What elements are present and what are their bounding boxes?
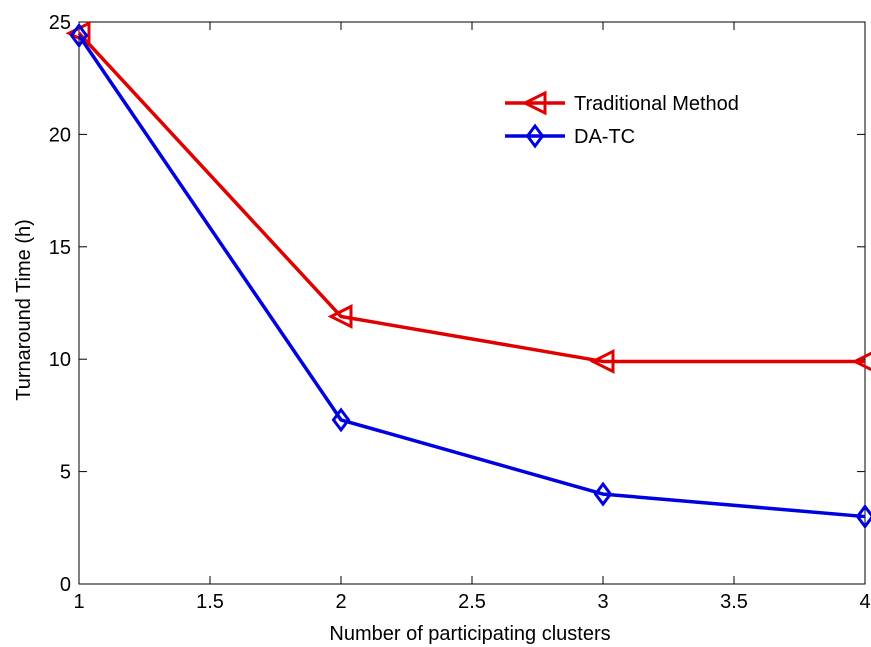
y-tick-label: 15 <box>49 237 71 259</box>
x-tick-label: 2.5 <box>458 591 486 613</box>
legend-marker <box>521 90 547 116</box>
y-axis: 0 5 10 15 20 25 <box>49 12 865 596</box>
legend: Traditional Method DA-TC <box>505 90 739 149</box>
x-tick-label: 1.5 <box>196 591 224 613</box>
legend-label: Traditional Method <box>574 93 739 115</box>
x-tick-label: 4 <box>859 591 870 613</box>
data-point <box>327 304 353 329</box>
legend-marker <box>525 123 545 149</box>
y-tick-label: 5 <box>60 462 71 484</box>
series-traditional-method <box>65 20 871 374</box>
x-axis-label: Number of participating clusters <box>329 623 610 645</box>
series-layer <box>65 20 871 530</box>
series-line <box>77 32 865 364</box>
series-da-tc <box>69 22 871 530</box>
x-tick-label: 2 <box>335 591 346 613</box>
y-tick-label: 10 <box>49 349 71 371</box>
y-tick-label: 0 <box>60 574 71 596</box>
data-point <box>593 481 613 507</box>
data-point <box>851 351 871 372</box>
data-point <box>589 349 615 374</box>
plot-frame <box>78 21 866 585</box>
legend-item: DA-TC <box>505 123 635 149</box>
plot-border <box>78 21 866 585</box>
legend-item: Traditional Method <box>505 90 739 116</box>
data-point <box>855 504 871 530</box>
data-point <box>331 407 351 433</box>
y-axis-label: Turnaround Time (h) <box>13 219 35 401</box>
x-tick-label: 3.5 <box>720 591 748 613</box>
data-point <box>69 22 89 48</box>
x-tick-label: 1 <box>73 591 84 613</box>
y-tick-label: 25 <box>49 12 71 34</box>
series-line <box>77 34 866 519</box>
x-axis: 1 1.5 2 2.5 3 3.5 4 <box>73 22 871 613</box>
y-tick-label: 20 <box>49 124 71 146</box>
x-tick-label: 3 <box>597 591 608 613</box>
legend-label: DA-TC <box>574 126 635 148</box>
